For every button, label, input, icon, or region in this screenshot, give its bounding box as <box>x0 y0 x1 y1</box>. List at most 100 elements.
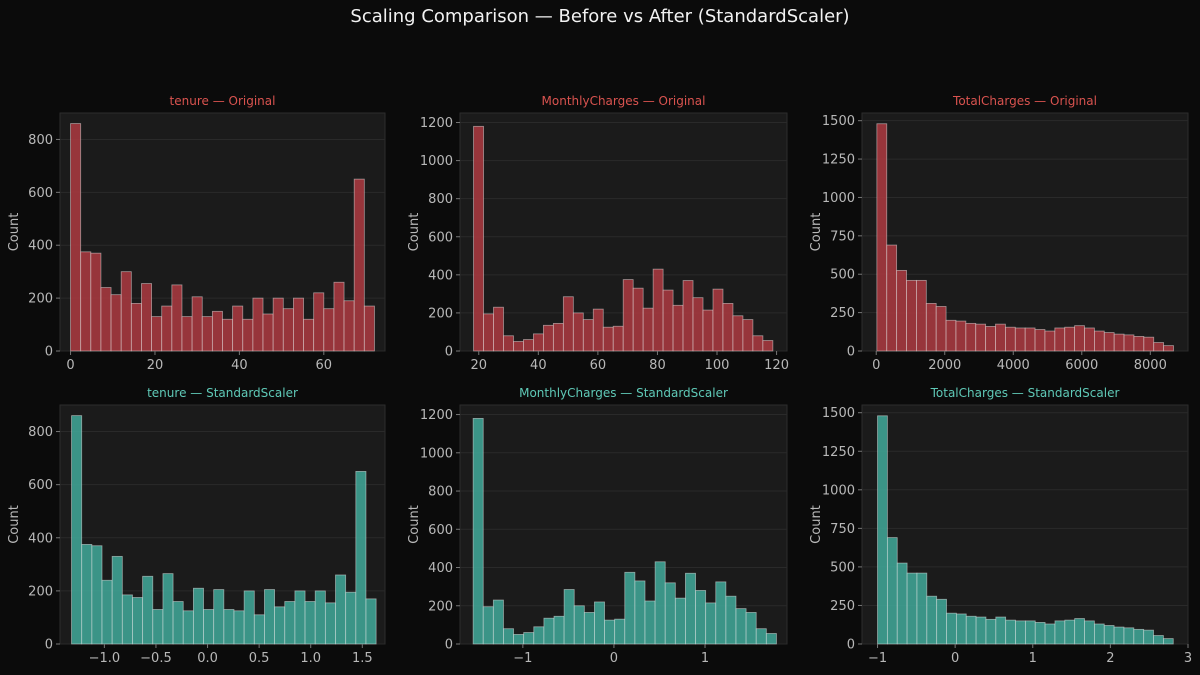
histogram-bar <box>472 417 484 645</box>
y-tick-label: 1000 <box>420 154 453 169</box>
x-tick-label: 8000 <box>1134 358 1167 373</box>
chart-panel-2: 0 200 400 600 800 1000 1200 20 40 60 80 100 120 Month… <box>407 94 789 373</box>
histogram-bar <box>343 300 355 352</box>
histogram-bar <box>513 341 524 352</box>
histogram-bar <box>213 589 225 645</box>
histogram-bar <box>191 296 203 352</box>
histogram-bar <box>705 602 717 645</box>
histogram-bar <box>755 628 767 645</box>
x-tick-label: 2000 <box>928 358 961 373</box>
histogram-bar <box>664 582 676 645</box>
plot-area <box>459 404 788 645</box>
histogram-bar <box>722 302 734 352</box>
histogram-bar <box>203 609 215 645</box>
y-tick-label: 400 <box>428 561 453 576</box>
x-tick-label: −1 <box>513 651 532 666</box>
x-tick-label: 0 <box>872 358 880 373</box>
y-tick-label: 1200 <box>420 408 453 423</box>
histogram-bar <box>192 587 204 645</box>
x-tick-label: 1 <box>701 651 709 666</box>
histogram-bar <box>654 561 666 645</box>
histogram-bar <box>110 294 122 352</box>
histogram-bar <box>594 601 605 645</box>
histogram-bar <box>262 313 274 352</box>
chart-panel-1: 0 200 400 600 800 0 20 40 60 tenure — Original Cou… <box>7 94 386 373</box>
histogram-bar <box>1123 627 1135 645</box>
histogram-bar <box>916 279 927 352</box>
y-tick-label: 600 <box>28 186 53 201</box>
histogram-bar <box>712 288 724 352</box>
histogram-bar <box>1064 326 1076 352</box>
y-axis-label: Count <box>407 213 422 252</box>
panel-title: TotalCharges — StandardScaler <box>930 386 1120 400</box>
histogram-bar <box>1014 327 1026 352</box>
y-tick-label: 0 <box>847 345 855 360</box>
histogram-bar <box>482 606 494 645</box>
histogram-bar <box>685 572 696 645</box>
y-tick-label: 1500 <box>822 406 855 421</box>
histogram-bar <box>715 581 727 645</box>
histogram-bar <box>91 545 103 645</box>
histogram-bar <box>1024 620 1036 645</box>
histogram-bar <box>513 634 525 645</box>
x-tick-label: 20 <box>470 358 487 373</box>
histogram-bar <box>1054 327 1066 352</box>
histogram-bar <box>1024 327 1036 352</box>
histogram-bar <box>284 601 296 645</box>
y-axis-label: Count <box>809 213 824 252</box>
histogram-bar <box>573 605 585 645</box>
histogram-bar <box>171 284 183 352</box>
x-tick-label: 20 <box>147 358 164 373</box>
x-tick-label: −1 <box>868 651 887 666</box>
y-axis-label: Count <box>407 505 422 544</box>
x-tick-label: 40 <box>231 358 248 373</box>
histogram-bar <box>274 606 286 645</box>
histogram-bar <box>1143 629 1154 645</box>
histogram-bar <box>614 618 626 645</box>
histogram-bar <box>985 326 996 352</box>
histogram-bar <box>1103 332 1115 352</box>
histogram-bar <box>492 599 504 645</box>
histogram-bar <box>572 312 584 352</box>
histogram-bar <box>473 125 484 352</box>
y-tick-label: 600 <box>428 230 453 245</box>
y-tick-label: 750 <box>830 229 855 244</box>
histogram-bar <box>293 297 304 352</box>
x-tick-label: 6000 <box>1065 358 1098 373</box>
histogram-bar <box>896 269 907 352</box>
y-tick-label: 500 <box>830 268 855 283</box>
histogram-bar <box>624 571 636 645</box>
histogram-bar <box>161 305 173 352</box>
y-tick-label: 200 <box>28 584 53 599</box>
histogram-bar <box>363 305 375 352</box>
y-tick-label: 0 <box>45 345 53 360</box>
histogram-bar <box>725 595 737 645</box>
histogram-bar <box>1103 625 1115 645</box>
histogram-bar <box>652 268 664 352</box>
y-tick-label: 1000 <box>822 483 855 498</box>
histogram-bar <box>935 306 947 352</box>
histogram-bar <box>955 613 967 645</box>
histogram-bar <box>335 574 347 645</box>
x-tick-label: 1 <box>1029 651 1037 666</box>
histogram-bar <box>503 628 514 645</box>
histogram-bar <box>886 537 898 645</box>
y-axis-label: Count <box>7 213 22 252</box>
histogram-bar <box>622 279 634 352</box>
x-tick-label: 100 <box>705 358 730 373</box>
x-tick-label: 40 <box>530 358 547 373</box>
y-tick-label: 400 <box>28 239 53 254</box>
histogram-bar <box>523 632 535 645</box>
histogram-bar <box>243 590 255 645</box>
histogram-bar <box>1034 622 1046 645</box>
histogram-bar <box>533 333 544 352</box>
histogram-bar <box>211 310 223 352</box>
histogram-bar <box>533 626 545 645</box>
histogram-bar <box>583 612 595 645</box>
y-tick-label: 800 <box>28 425 53 440</box>
histogram-bar <box>1034 329 1046 352</box>
x-tick-label: 80 <box>649 358 666 373</box>
histogram-bar <box>563 589 575 645</box>
y-tick-label: 400 <box>28 531 53 546</box>
y-tick-label: 0 <box>847 638 855 653</box>
